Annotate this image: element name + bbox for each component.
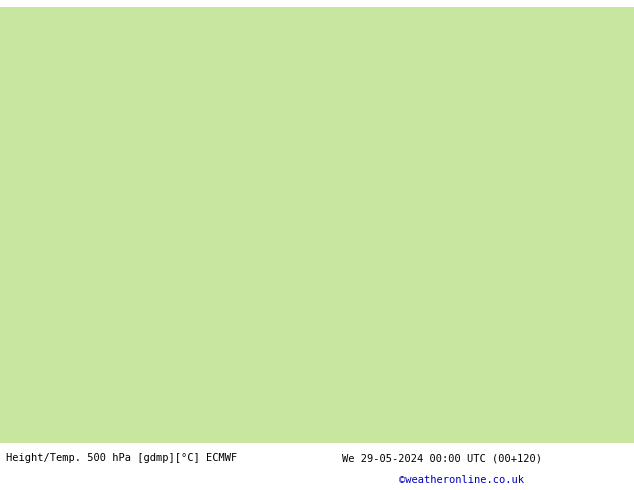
Text: ©weatheronline.co.uk: ©weatheronline.co.uk bbox=[399, 475, 524, 485]
Text: Height/Temp. 500 hPa [gdmp][°C] ECMWF: Height/Temp. 500 hPa [gdmp][°C] ECMWF bbox=[6, 453, 238, 463]
Text: We 29-05-2024 00:00 UTC (00+120): We 29-05-2024 00:00 UTC (00+120) bbox=[342, 453, 542, 463]
